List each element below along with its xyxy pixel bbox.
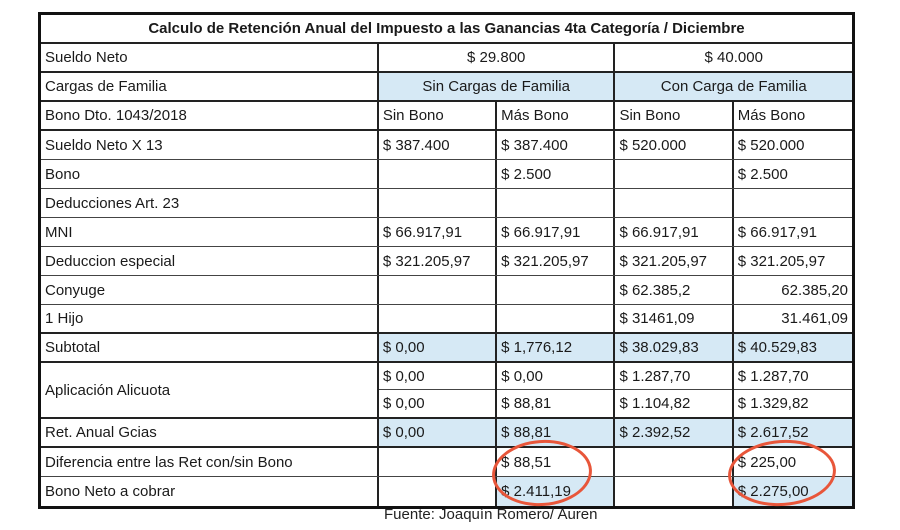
table-row: Bono $ 2.500 $ 2.500 xyxy=(41,160,852,189)
ret-anual-row: Ret. Anual Gcias $ 0,00 $ 88,81 $ 2.392,… xyxy=(41,419,853,448)
table-title: Calculo de Retención Anual del Impuesto … xyxy=(148,20,745,37)
row-label: Diferencia entre las Ret con/sin Bono xyxy=(41,448,379,476)
cell-value: $ 88,81 xyxy=(497,419,616,446)
table-row: 1 Hijo $ 31461,09 31.461,09 xyxy=(41,305,852,334)
col-header: Más Bono xyxy=(497,102,616,129)
cell-value: $ 321.205,97 xyxy=(497,247,616,275)
alicuota-row: Aplicación Alicuota $ 0,00 $ 0,00 $ 0,00… xyxy=(41,363,852,419)
cargas-a: Sin Cargas de Familia xyxy=(378,73,616,100)
row-label: Sueldo Neto xyxy=(41,44,379,71)
cell-value xyxy=(615,160,734,188)
cell-value: $ 66.917,91 xyxy=(379,218,498,246)
cell-value: $ 321.205,97 xyxy=(615,247,734,275)
cell-value: $ 38.029,83 xyxy=(615,334,734,361)
alicuota-col-4: $ 1.287,70 $ 1.329,82 xyxy=(733,363,852,417)
row-label: Deduccion especial xyxy=(41,247,379,275)
cell-value xyxy=(379,448,498,476)
cell-value: $ 520.000 xyxy=(615,131,734,159)
cell-value: $ 387.400 xyxy=(497,131,616,159)
table-row: Sueldo Neto X 13 $ 387.400 $ 387.400 $ 5… xyxy=(41,131,852,160)
cell-value: $ 88,81 xyxy=(501,395,552,412)
source-footer: Fuente: Joaquín Romero/ Auren xyxy=(384,506,598,523)
alicuota-col-1: $ 0,00 $ 0,00 xyxy=(378,363,498,417)
sueldo-neto-b: $ 40.000 xyxy=(704,49,763,66)
cell-value xyxy=(379,160,498,188)
cargas-b: Con Carga de Familia xyxy=(615,73,852,100)
cell-value: $ 0,00 xyxy=(382,395,425,412)
cell-value xyxy=(497,189,616,217)
title-row: Calculo de Retención Anual del Impuesto … xyxy=(41,15,852,44)
cell-value xyxy=(615,189,734,217)
cell-value: 62.385,20 xyxy=(781,281,849,299)
cell-value: $ 66.917,91 xyxy=(737,223,817,241)
cell-value xyxy=(615,477,734,506)
row-label: Cargas de Familia xyxy=(41,73,379,100)
cell-value: 31.461,09 xyxy=(781,310,849,327)
cell-value: $ 0,00 xyxy=(378,334,498,361)
row-label: Bono Neto a cobrar xyxy=(41,477,379,506)
cell-value: $ 2.500 xyxy=(737,165,788,183)
cell-value: $ 1.104,82 xyxy=(619,395,691,412)
sueldo-neto-row: Sueldo Neto $ 29.800 $ 40.000 xyxy=(41,44,852,73)
cell-value: $ 520.000 xyxy=(737,136,805,154)
cell-value: $ 2.617,52 xyxy=(733,419,853,446)
cell-value: $ 1.329,82 xyxy=(737,395,809,412)
cell-value: $ 1.287,70 xyxy=(615,363,732,390)
cell-value: $ 62.385,2 xyxy=(615,276,734,304)
row-label: Subtotal xyxy=(41,334,379,361)
row-label: Deducciones Art. 23 xyxy=(41,189,379,217)
sueldo-neto-a: $ 29.800 xyxy=(379,44,616,71)
cell-value: $ 2.275,00 xyxy=(733,477,853,506)
cell-value xyxy=(379,189,498,217)
col-header: Sin Bono xyxy=(615,102,734,129)
table-row: MNI $ 66.917,91 $ 66.917,91 $ 66.917,91 … xyxy=(41,218,852,247)
row-label: 1 Hijo xyxy=(41,305,379,332)
row-label: Conyuge xyxy=(41,276,379,304)
cell-value: $ 66.917,91 xyxy=(497,218,616,246)
cell-value: $ 88,51 xyxy=(497,448,616,476)
row-label: MNI xyxy=(41,218,379,246)
alicuota-col-2: $ 0,00 $ 88,81 xyxy=(497,363,616,417)
cell-value xyxy=(379,276,498,304)
cell-value: $ 0,00 xyxy=(378,419,498,446)
alicuota-col-3: $ 1.287,70 $ 1.104,82 xyxy=(615,363,734,417)
cell-value: $ 2.392,52 xyxy=(615,419,734,446)
subtotal-row: Subtotal $ 0,00 $ 1,776,12 $ 38.029,83 $… xyxy=(41,334,853,363)
row-label: Bono xyxy=(41,160,379,188)
table-row: Deducciones Art. 23 xyxy=(41,189,852,218)
cell-value: $ 40.529,83 xyxy=(733,334,853,361)
row-label: Aplicación Alicuota xyxy=(41,363,379,417)
col-header: Sin Bono xyxy=(379,102,498,129)
cell-value: $ 2.411,19 xyxy=(497,477,616,506)
cell-value xyxy=(497,305,616,332)
diferencia-row: Diferencia entre las Ret con/sin Bono $ … xyxy=(41,448,852,477)
col-header: Más Bono xyxy=(737,107,806,124)
row-label: Bono Dto. 1043/2018 xyxy=(41,102,379,129)
table-row: Conyuge $ 62.385,2 62.385,20 xyxy=(41,276,852,305)
cargas-row: Cargas de Familia Sin Cargas de Familia … xyxy=(41,73,852,102)
cell-value xyxy=(734,189,852,217)
cell-value: $ 66.917,91 xyxy=(615,218,734,246)
cell-value xyxy=(615,448,734,476)
cell-value: $ 321.205,97 xyxy=(737,252,826,270)
cell-value: $ 225,00 xyxy=(737,453,797,471)
cell-value: $ 321.205,97 xyxy=(379,247,498,275)
tax-calculation-table: Calculo de Retención Anual del Impuesto … xyxy=(38,12,855,509)
table-row: Deduccion especial $ 321.205,97 $ 321.20… xyxy=(41,247,852,276)
cell-value: $ 1,776,12 xyxy=(497,334,616,361)
cell-value: $ 0,00 xyxy=(378,363,496,390)
cell-value xyxy=(379,305,498,332)
row-label: Ret. Anual Gcias xyxy=(41,419,379,446)
cell-value xyxy=(497,276,616,304)
row-label: Sueldo Neto X 13 xyxy=(41,131,379,159)
cell-value xyxy=(379,477,498,506)
cell-value: $ 1.287,70 xyxy=(733,363,852,390)
cell-value: $ 31461,09 xyxy=(615,305,734,332)
cell-value: $ 0,00 xyxy=(497,363,614,390)
bono-dto-row: Bono Dto. 1043/2018 Sin Bono Más Bono Si… xyxy=(41,102,852,131)
bono-neto-row: Bono Neto a cobrar $ 2.411,19 $ 2.275,00 xyxy=(41,477,853,506)
cell-value: $ 387.400 xyxy=(379,131,498,159)
cell-value: $ 2.500 xyxy=(497,160,616,188)
